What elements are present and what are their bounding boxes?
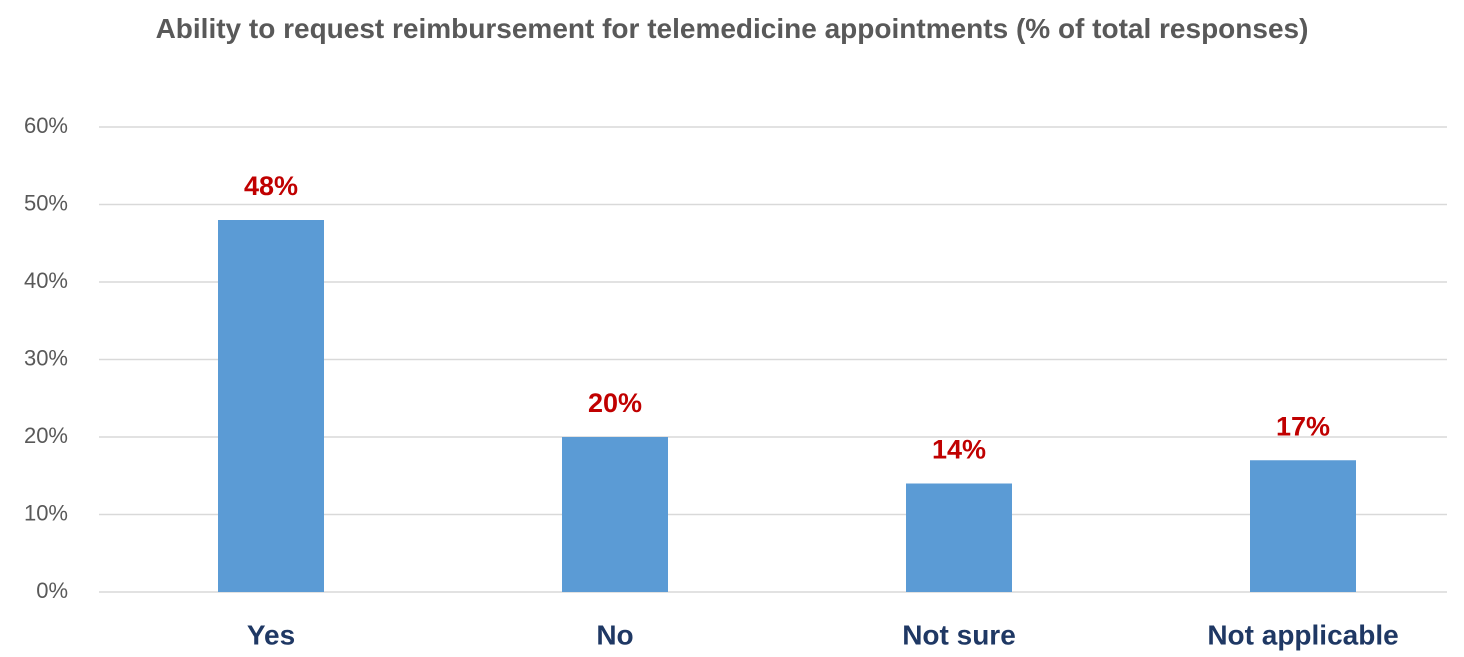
y-tick-label: 50%: [24, 190, 68, 215]
x-tick-label: Not applicable: [1207, 619, 1398, 650]
bar: [906, 483, 1012, 592]
y-tick-label: 20%: [24, 423, 68, 448]
value-label: 48%: [244, 171, 298, 201]
x-tick-label: No: [596, 619, 633, 650]
bar: [218, 220, 324, 592]
value-label: 17%: [1276, 411, 1330, 441]
y-tick-label: 30%: [24, 345, 68, 370]
y-tick-label: 0%: [36, 578, 68, 603]
bar: [1250, 460, 1356, 592]
x-tick-label: Yes: [247, 619, 295, 650]
chart-title: Ability to request reimbursement for tel…: [155, 13, 1309, 44]
x-tick-label: Not sure: [902, 619, 1016, 650]
y-tick-label: 40%: [24, 268, 68, 293]
y-tick-label: 60%: [24, 113, 68, 138]
value-label: 14%: [932, 435, 986, 465]
bar: [562, 437, 668, 592]
y-tick-label: 10%: [24, 500, 68, 525]
value-label: 20%: [588, 388, 642, 418]
